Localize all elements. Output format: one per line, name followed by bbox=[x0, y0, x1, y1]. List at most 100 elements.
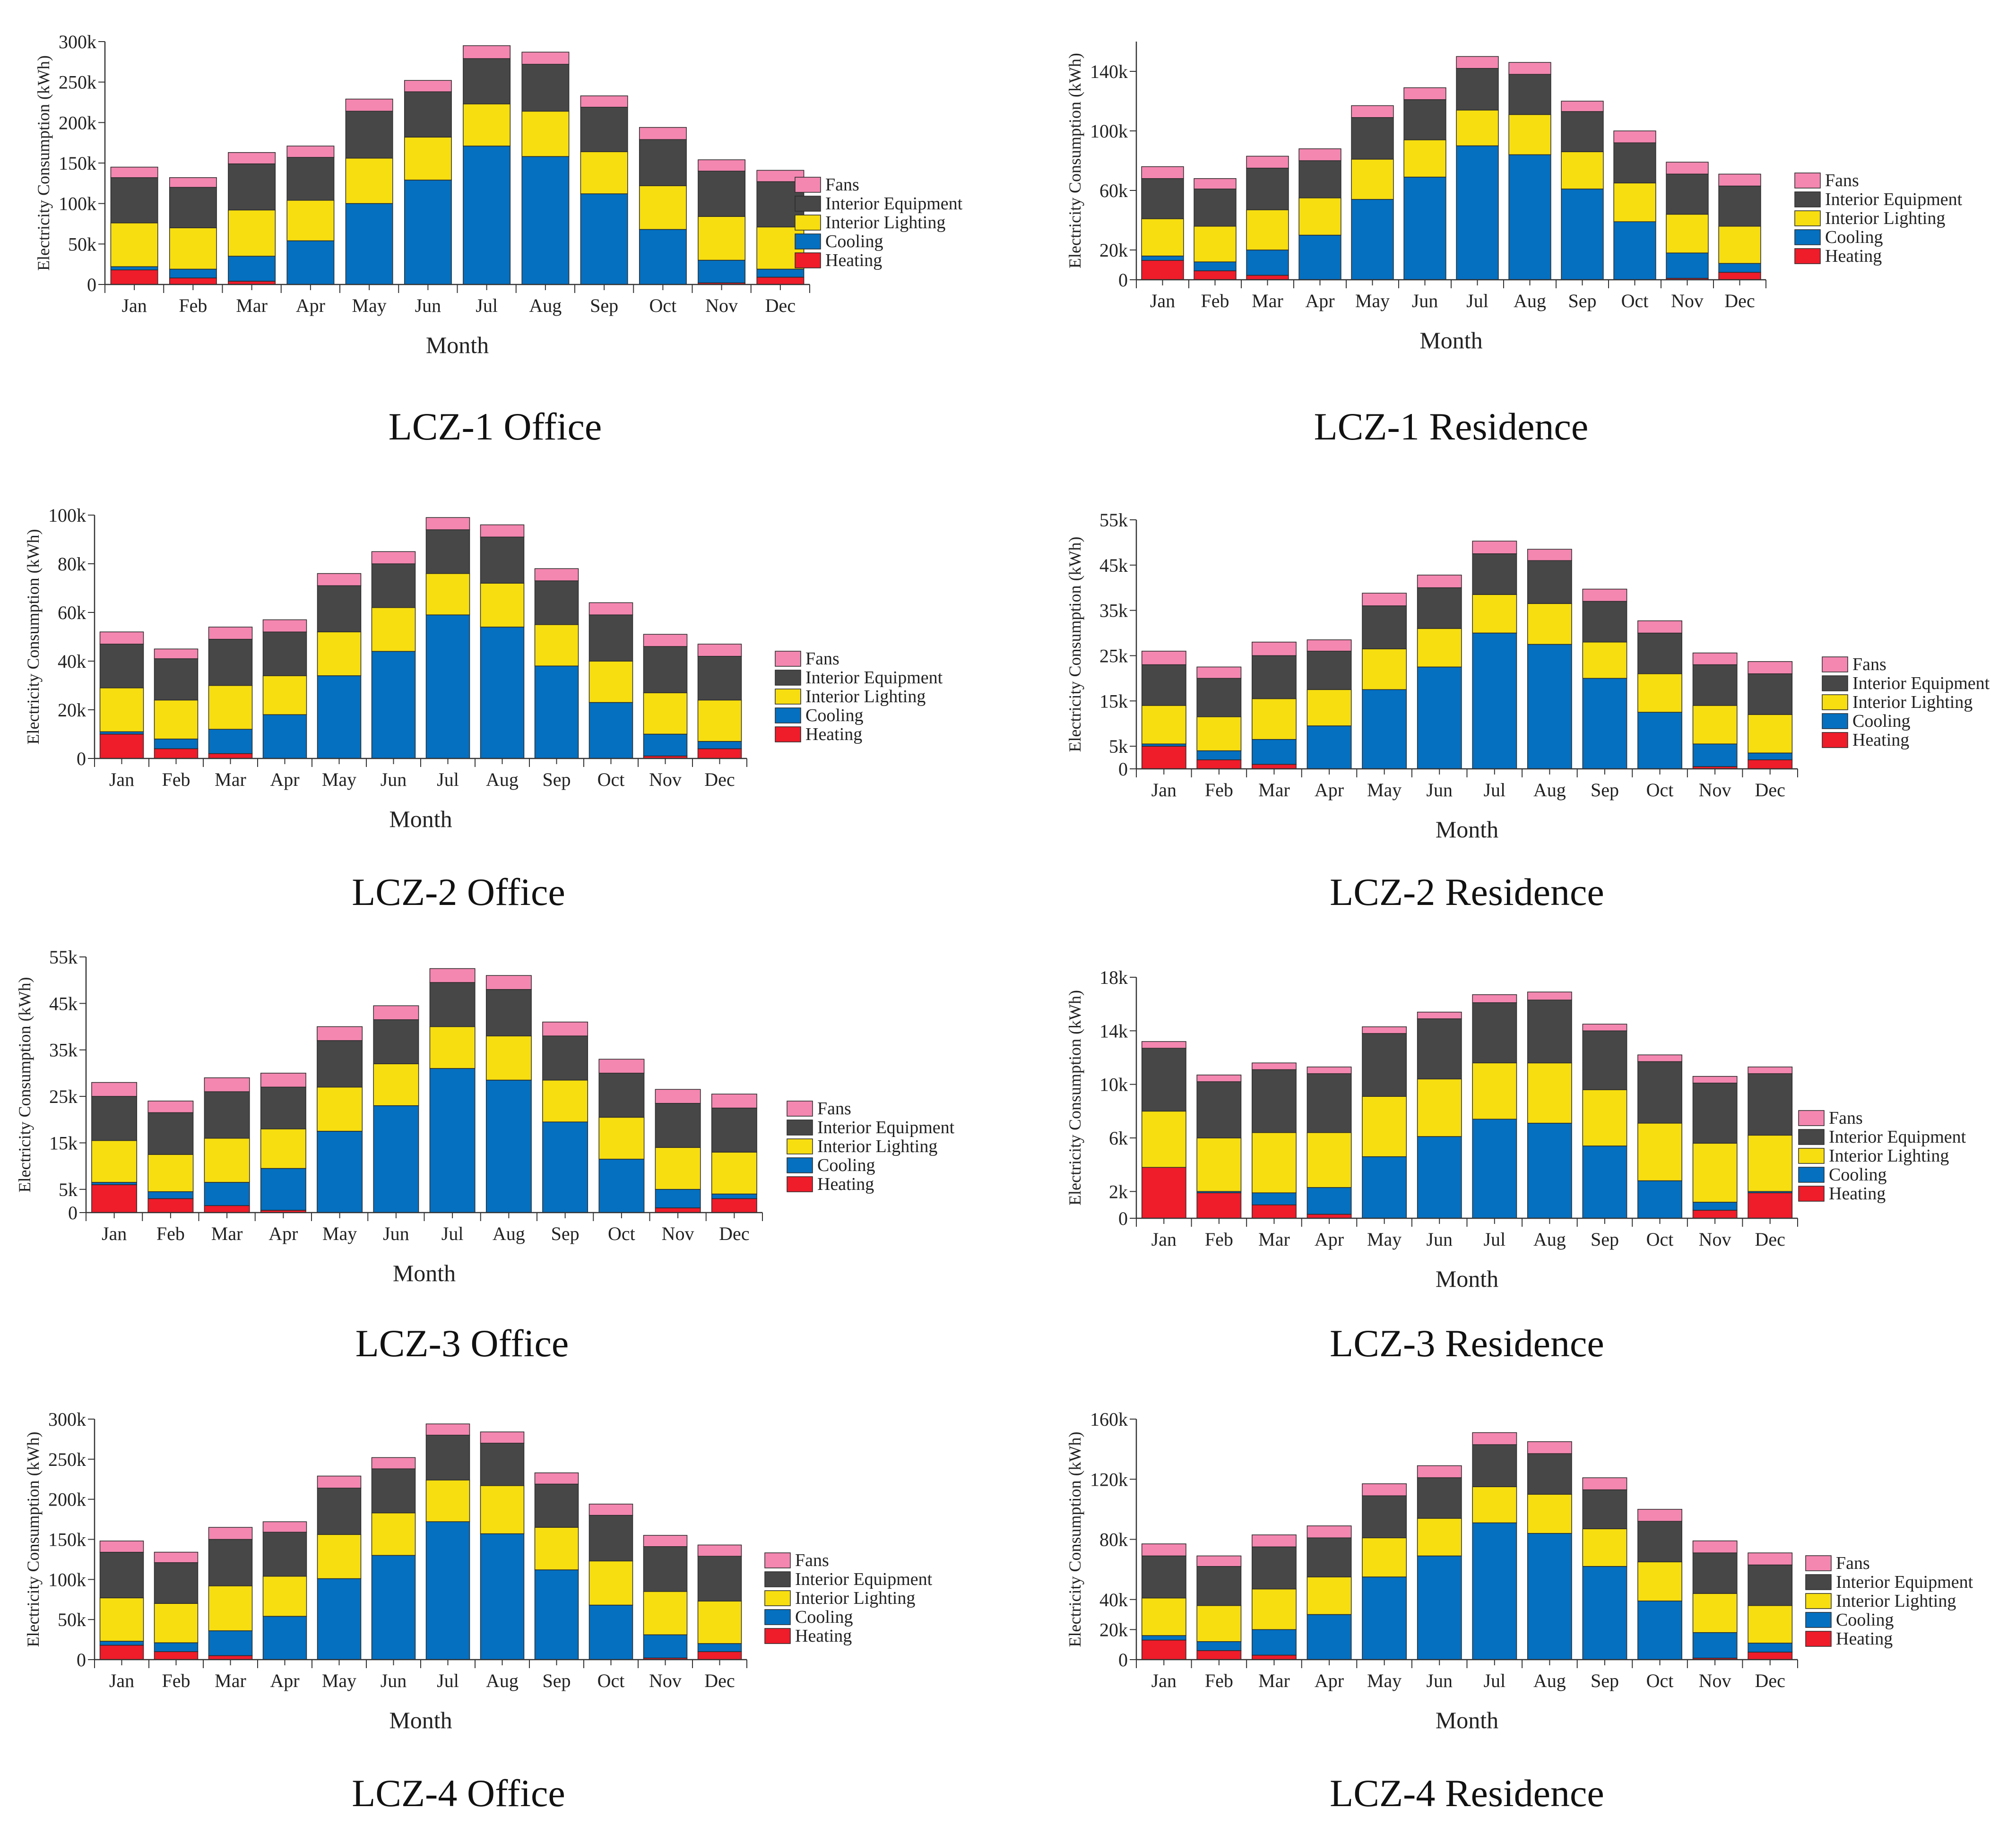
x-tick-label-jun: Jun bbox=[381, 1670, 407, 1691]
bar-cooling-jan bbox=[110, 266, 158, 270]
bar-interior-equipment-feb bbox=[154, 658, 199, 701]
bar-cooling-jun bbox=[1417, 1136, 1462, 1219]
bar-interior-equipment-oct bbox=[639, 139, 687, 186]
bar-interior-lighting-jul bbox=[1456, 110, 1499, 146]
x-tick-label-jun: Jun bbox=[415, 295, 441, 316]
y-axis-title: Electricity Consumption (kWh) bbox=[24, 529, 43, 745]
bar-fans-mar bbox=[1252, 1062, 1297, 1070]
bar-heating-dec bbox=[756, 276, 805, 285]
chart-panel-lcz-1-residence: Jan Feb Mar Apr May Jun Jul Aug Sep Oct Nov Dec 0 20k… bbox=[1065, 42, 1963, 448]
bar-cooling-aug bbox=[1508, 154, 1551, 280]
bar-fans-apr bbox=[260, 1073, 306, 1088]
bar-fans-jan bbox=[1141, 1041, 1186, 1049]
y-tick-label: 160k bbox=[1090, 1409, 1128, 1430]
y-tick-label: 0 bbox=[77, 1649, 86, 1670]
bar-interior-equipment-feb bbox=[1194, 189, 1237, 227]
bar-cooling-aug bbox=[1527, 644, 1572, 769]
bar-cooling-mar bbox=[208, 729, 253, 754]
x-tick-label-mar: Mar bbox=[215, 1670, 246, 1691]
y-tick-label: 0 bbox=[1118, 1208, 1128, 1229]
bar-interior-lighting-jul bbox=[1472, 1486, 1517, 1524]
bar-interior-equipment-dec bbox=[697, 655, 742, 701]
bar-fans-jan bbox=[99, 1541, 144, 1553]
legend-label-fans: Fans bbox=[1836, 1553, 1870, 1573]
legend-label-fans: Fans bbox=[1852, 654, 1886, 674]
bar-cooling-sep bbox=[1582, 1566, 1627, 1660]
legend-swatch-heating bbox=[1794, 248, 1821, 264]
bar-fans-may bbox=[317, 1475, 362, 1489]
bar-cooling-jan bbox=[1141, 255, 1184, 261]
bar-fans-aug bbox=[485, 975, 532, 990]
bar-interior-equipment-nov bbox=[643, 646, 688, 693]
bar-interior-equipment-apr bbox=[1307, 1537, 1352, 1577]
y-tick-label: 50k bbox=[68, 233, 96, 255]
bar-interior-lighting-nov bbox=[1692, 1593, 1738, 1633]
bar-fans-oct bbox=[598, 1059, 645, 1074]
bar-fans-apr bbox=[262, 619, 307, 633]
legend-swatch-cooling bbox=[1822, 713, 1848, 729]
x-tick-label-jan: Jan bbox=[121, 295, 147, 316]
legend-label-fans: Fans bbox=[825, 175, 859, 195]
bar-interior-equipment-sep bbox=[1582, 1489, 1627, 1529]
bar-interior-lighting-may bbox=[1362, 1537, 1407, 1577]
bar-interior-equipment-jun bbox=[1417, 1477, 1462, 1519]
y-tick-label: 50k bbox=[58, 1609, 86, 1630]
y-tick-label: 140k bbox=[1090, 61, 1128, 82]
panel-caption-lcz-1-residence: LCZ-1 Residence bbox=[1314, 405, 1589, 448]
x-tick-label-nov: Nov bbox=[649, 769, 682, 790]
y-tick-label: 300k bbox=[48, 1409, 86, 1430]
legend-label-interior-equipment: Interior Equipment bbox=[825, 194, 963, 214]
x-tick-label-may: May bbox=[322, 1223, 357, 1244]
bar-interior-equipment-oct bbox=[588, 1515, 633, 1562]
bar-fans-oct bbox=[1637, 620, 1682, 634]
y-tick-label: 80k bbox=[58, 553, 86, 575]
y-tick-label: 200k bbox=[59, 112, 96, 133]
x-tick-label-apr: Apr bbox=[268, 1223, 298, 1244]
bar-heating-dec bbox=[697, 1651, 742, 1660]
x-tick-label-may: May bbox=[1367, 1670, 1402, 1691]
bar-interior-equipment-jun bbox=[371, 563, 416, 608]
bar-cooling-oct bbox=[639, 229, 687, 285]
x-tick-label-mar: Mar bbox=[236, 295, 268, 316]
bar-interior-equipment-sep bbox=[542, 1035, 588, 1081]
bar-interior-equipment-may bbox=[345, 111, 393, 159]
bar-interior-lighting-feb bbox=[147, 1154, 194, 1192]
bar-interior-equipment-aug bbox=[1527, 560, 1572, 604]
bar-cooling-jun bbox=[371, 651, 416, 759]
bar-heating-dec bbox=[1748, 1192, 1793, 1219]
bar-cooling-dec bbox=[697, 741, 742, 749]
bar-interior-equipment-jul bbox=[429, 982, 476, 1027]
bar-interior-lighting-aug bbox=[480, 583, 525, 628]
bar-fans-sep bbox=[542, 1021, 588, 1036]
bar-fans-jun bbox=[371, 1457, 416, 1469]
x-tick-label-nov: Nov bbox=[1699, 779, 1731, 801]
bar-fans-apr bbox=[1307, 639, 1352, 652]
x-tick-label-jan: Jan bbox=[1151, 779, 1177, 801]
bar-cooling-apr bbox=[1307, 1187, 1352, 1215]
bar-interior-equipment-oct bbox=[598, 1073, 645, 1118]
bar-interior-lighting-jun bbox=[371, 607, 416, 652]
bar-interior-lighting-jan bbox=[1141, 218, 1184, 257]
legend-label-fans: Fans bbox=[817, 1099, 851, 1119]
x-axis-title: Month bbox=[389, 806, 452, 832]
x-axis-title: Month bbox=[426, 332, 489, 358]
bar-heating-apr bbox=[1307, 1214, 1352, 1219]
x-tick-label-apr: Apr bbox=[1315, 1229, 1344, 1250]
x-axis-title: Month bbox=[1436, 1707, 1498, 1733]
bar-interior-equipment-aug bbox=[485, 989, 532, 1037]
bar-interior-equipment-mar bbox=[208, 638, 253, 686]
y-axis-title: Electricity Consumption (kWh) bbox=[1065, 1432, 1084, 1647]
y-tick-label: 150k bbox=[59, 153, 96, 174]
bar-fans-jul bbox=[425, 1423, 470, 1436]
bar-interior-equipment-may bbox=[317, 1040, 363, 1088]
bar-cooling-apr bbox=[286, 240, 335, 285]
bar-cooling-oct bbox=[1613, 221, 1656, 280]
bar-heating-jan bbox=[99, 733, 144, 759]
y-tick-label: 55k bbox=[1099, 509, 1128, 531]
bar-heating-nov bbox=[655, 1207, 701, 1213]
x-tick-label-oct: Oct bbox=[649, 295, 676, 316]
bar-fans-oct bbox=[1637, 1509, 1682, 1522]
bar-fans-feb bbox=[154, 1551, 199, 1563]
